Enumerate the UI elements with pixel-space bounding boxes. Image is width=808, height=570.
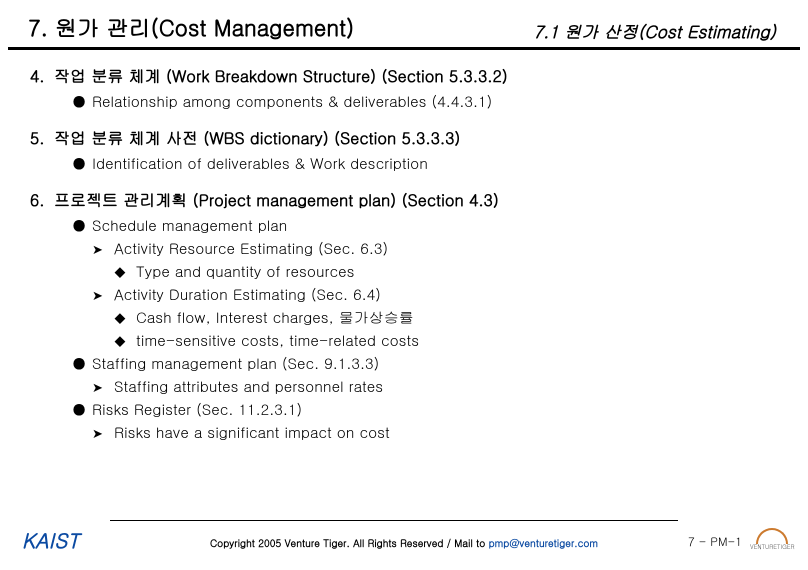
item-number: 5. bbox=[30, 126, 54, 149]
bullet-row: ●Staffing management plan (Sec. 9.1.3.3) bbox=[72, 353, 778, 374]
item-number: 6. bbox=[30, 188, 54, 211]
diamond-icon: ◆ bbox=[114, 264, 136, 281]
disc-icon: ● bbox=[72, 91, 92, 111]
copyright-mid: . All Rights Reserved / Mail to bbox=[347, 536, 489, 550]
slide: 7. 원가 관리(Cost Management) 7.1 원가 산정(Cost… bbox=[0, 0, 808, 570]
disc-icon: ● bbox=[72, 215, 92, 235]
copyright-brand: Venture Tiger bbox=[285, 536, 347, 550]
bullet-text: Schedule management plan bbox=[92, 215, 287, 236]
logo-text: VENTURETIGER bbox=[750, 542, 795, 551]
bullet-row: ●Risks Register (Sec. 11.2.3.1) bbox=[72, 399, 778, 420]
copyright: Copyright 2005 Venture Tiger. All Rights… bbox=[0, 536, 808, 550]
copyright-mail: pmp@venturetiger.com bbox=[489, 536, 598, 550]
bullet-row: ◆Type and quantity of resources bbox=[114, 261, 778, 282]
bullet-row: ●Relationship among components & deliver… bbox=[72, 91, 778, 112]
page-subtitle: 7.1 원가 산정(Cost Estimating) bbox=[534, 19, 776, 43]
bullet-row: ➤Staffing attributes and personnel rates bbox=[92, 376, 778, 397]
header: 7. 원가 관리(Cost Management) 7.1 원가 산정(Cost… bbox=[8, 0, 800, 50]
item-title: 작업 분류 체계 사전 (WBS dictionary) (Section 5.… bbox=[54, 126, 460, 149]
arrow-icon: ➤ bbox=[92, 239, 114, 258]
content-body: 4.작업 분류 체계 (Work Breakdown Structure) (S… bbox=[0, 50, 808, 443]
arrow-icon: ➤ bbox=[92, 423, 114, 442]
footer: KAIST Copyright 2005 Venture Tiger. All … bbox=[0, 514, 808, 560]
arrow-icon: ➤ bbox=[92, 285, 114, 304]
diamond-icon: ◆ bbox=[114, 333, 136, 350]
bullet-text: Relationship among components & delivera… bbox=[92, 91, 492, 112]
disc-icon: ● bbox=[72, 153, 92, 173]
item-number: 4. bbox=[30, 64, 54, 87]
item-heading: 5.작업 분류 체계 사전 (WBS dictionary) (Section … bbox=[30, 126, 778, 149]
numbered-item: 5.작업 분류 체계 사전 (WBS dictionary) (Section … bbox=[30, 126, 778, 174]
disc-icon: ● bbox=[72, 353, 92, 373]
item-sublist: ●Relationship among components & deliver… bbox=[72, 91, 778, 112]
item-heading: 4.작업 분류 체계 (Work Breakdown Structure) (S… bbox=[30, 64, 778, 87]
bullet-text: Risks Register (Sec. 11.2.3.1) bbox=[92, 399, 302, 420]
bullet-row: ◆Cash flow, Interest charges, 물가상승률 bbox=[114, 307, 778, 328]
item-sublist: ●Schedule management plan➤Activity Resou… bbox=[72, 215, 778, 443]
diamond-icon: ◆ bbox=[114, 310, 136, 327]
venturetiger-logo: VENTURETIGER bbox=[750, 526, 794, 554]
item-heading: 6.프로젝트 관리계획 (Project management plan) (S… bbox=[30, 188, 778, 211]
page-title: 7. 원가 관리(Cost Management) bbox=[28, 12, 354, 43]
bullet-row: ◆time-sensitive costs, time-related cost… bbox=[114, 330, 778, 351]
bullet-row: ➤Risks have a significant impact on cost bbox=[92, 422, 778, 443]
copyright-prefix: Copyright 2005 bbox=[210, 536, 285, 550]
bullet-text: Activity Resource Estimating (Sec. 6.3) bbox=[114, 238, 388, 259]
bullet-text: Identification of deliverables & Work de… bbox=[92, 153, 428, 174]
bullet-row: ➤Activity Duration Estimating (Sec. 6.4) bbox=[92, 284, 778, 305]
item-sublist: ●Identification of deliverables & Work d… bbox=[72, 153, 778, 174]
item-title: 작업 분류 체계 (Work Breakdown Structure) (Sec… bbox=[54, 64, 508, 87]
bullet-text: Cash flow, Interest charges, 물가상승률 bbox=[136, 307, 414, 328]
bullet-text: Risks have a significant impact on cost bbox=[114, 422, 390, 443]
item-title: 프로젝트 관리계획 (Project management plan) (Sec… bbox=[54, 188, 499, 211]
bullet-text: Activity Duration Estimating (Sec. 6.4) bbox=[114, 284, 381, 305]
bullet-text: Type and quantity of resources bbox=[136, 261, 355, 282]
bullet-row: ●Schedule management plan bbox=[72, 215, 778, 236]
bullet-text: Staffing attributes and personnel rates bbox=[114, 376, 383, 397]
numbered-item: 4.작업 분류 체계 (Work Breakdown Structure) (S… bbox=[30, 64, 778, 112]
disc-icon: ● bbox=[72, 399, 92, 419]
arrow-icon: ➤ bbox=[92, 377, 114, 396]
bullet-text: time-sensitive costs, time-related costs bbox=[136, 330, 419, 351]
bullet-row: ●Identification of deliverables & Work d… bbox=[72, 153, 778, 174]
bullet-row: ➤Activity Resource Estimating (Sec. 6.3) bbox=[92, 238, 778, 259]
footer-divider bbox=[110, 520, 678, 521]
page-number: 7 - PM-1 bbox=[688, 533, 742, 550]
bullet-text: Staffing management plan (Sec. 9.1.3.3) bbox=[92, 353, 379, 374]
numbered-item: 6.프로젝트 관리계획 (Project management plan) (S… bbox=[30, 188, 778, 443]
